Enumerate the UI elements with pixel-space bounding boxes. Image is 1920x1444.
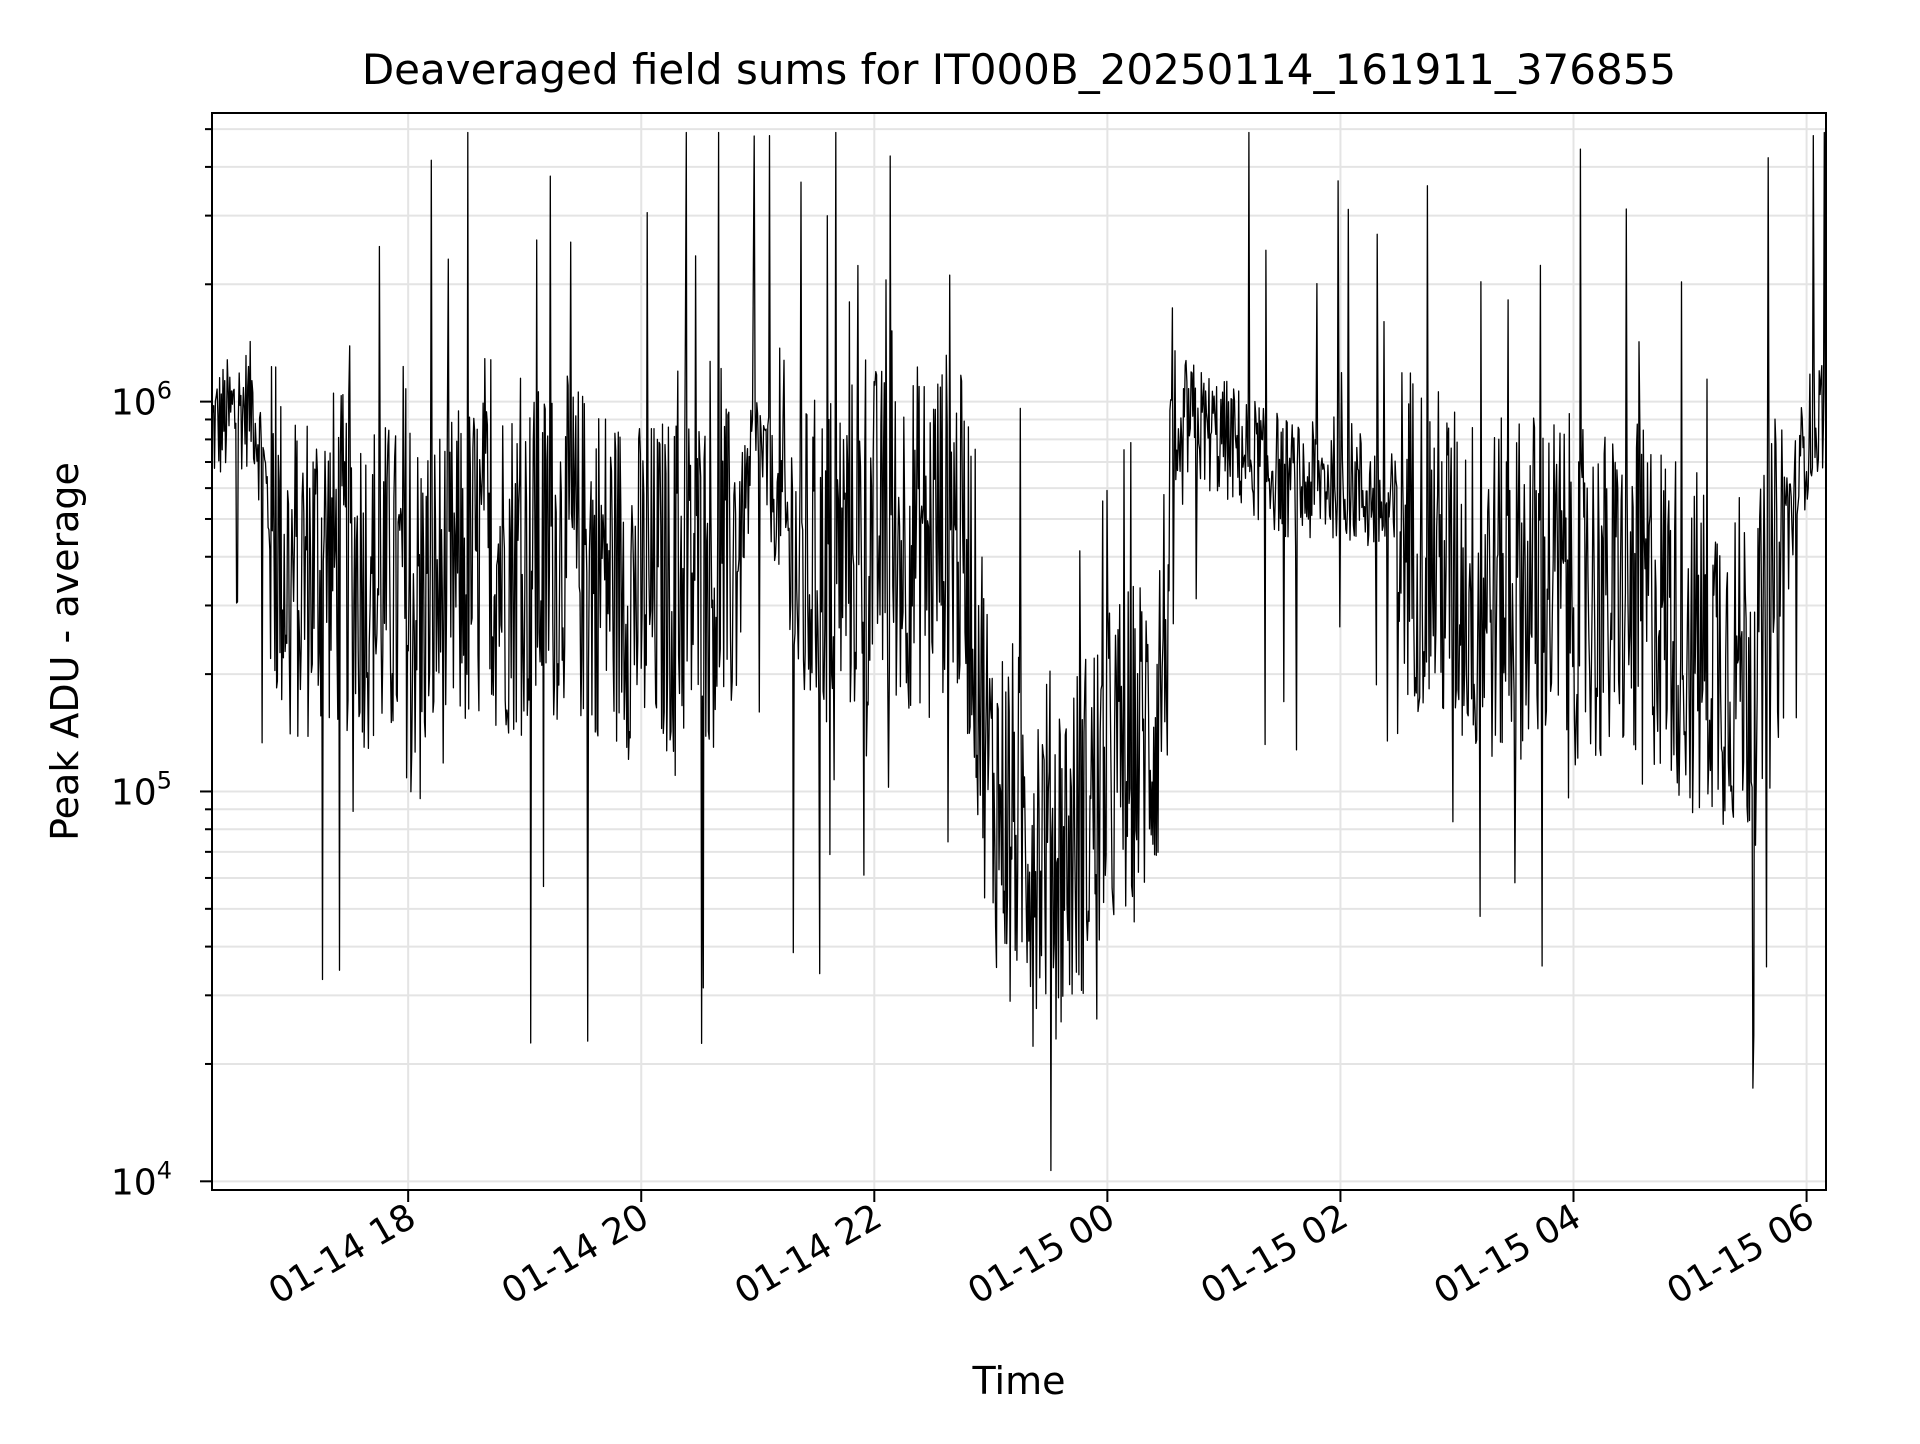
y-tick-exponent: 5 (157, 766, 172, 794)
y-tick-base: 10 (111, 383, 157, 424)
series-line (211, 131, 1827, 1172)
series-group (211, 131, 1827, 1172)
y-tick-base: 10 (111, 772, 157, 813)
y-tick-label: 104 (111, 1156, 172, 1203)
chart-title: Deaveraged field sums for IT000B_2025011… (362, 45, 1676, 94)
y-tick-exponent: 4 (157, 1156, 172, 1184)
y-tick-label: 105 (111, 766, 172, 813)
plot-frame (211, 112, 1827, 1191)
y-tick-exponent: 6 (157, 377, 172, 405)
x-axis-label: Time (972, 1359, 1066, 1403)
y-tick-base: 10 (111, 1162, 157, 1203)
y-axis-label: Peak ADU - average (43, 462, 87, 841)
y-tick-label: 106 (111, 377, 172, 424)
